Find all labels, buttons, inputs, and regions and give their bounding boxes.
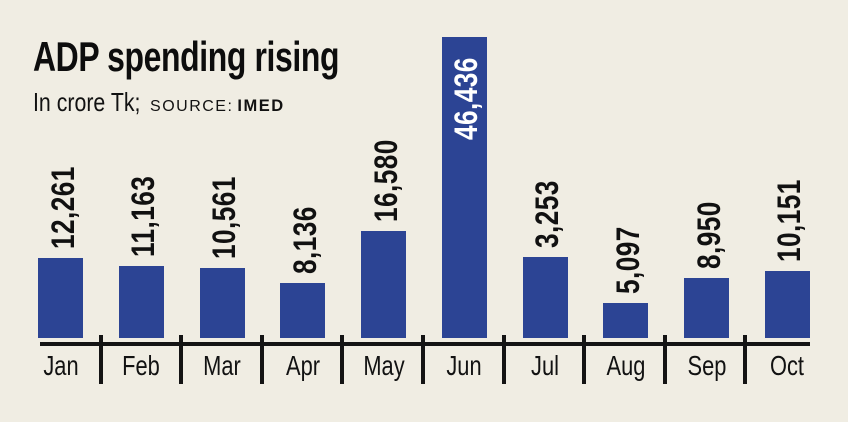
month-label-may: May [362,350,405,381]
bar-apr [280,283,326,338]
unit-label: In crore Tk; [33,87,141,117]
axis-tick [98,335,103,384]
bar-jul [522,257,568,338]
bar-may [361,231,406,338]
axis-tick [582,335,587,384]
x-axis-line [40,342,810,346]
bar-oct [764,271,810,338]
bar-value-label-mar: 10,561 [206,176,242,259]
axis-tick [662,335,667,384]
month-label-apr: Apr [285,350,320,381]
axis-tick [259,335,264,384]
month-label-mar: Mar [203,350,241,381]
axis-tick [743,335,748,384]
bar-value-label-jul: 3,253 [529,180,565,248]
month-label-jun: Jun [446,350,482,381]
bar-feb [118,266,164,338]
chart-subtitle: In crore Tk; SOURCE: IMED [33,89,285,116]
bar-value-label-aug: 5,097 [609,226,646,294]
bar-value-label-sep: 8,950 [690,201,727,269]
month-label-jul: Jul [531,350,559,381]
bar-value-label-may: 16,580 [367,139,404,222]
axis-tick [501,335,506,384]
month-label-oct: Oct [770,350,805,381]
bar-aug [603,303,649,338]
source-label: SOURCE: [150,98,234,115]
bar-jun [441,37,487,338]
month-label-sep: Sep [687,350,726,381]
bar-sep [684,278,729,338]
bar-value-label-feb: 11,163 [125,175,162,257]
page-title: ADP spending rising [33,33,340,80]
source-value: IMED [237,97,285,115]
bar-mar [199,268,245,338]
axis-tick [179,335,184,384]
bar-value-label-jan: 12,261 [44,166,81,249]
month-label-feb: Feb [122,350,161,381]
month-label-jan: Jan [42,350,79,381]
axis-tick [340,335,345,384]
bar-value-label-apr: 8,136 [286,206,323,274]
month-label-aug: Aug [606,350,646,381]
bar-value-label-oct: 10,151 [771,179,808,262]
bar-value-label-jun: 46,436 [448,57,485,140]
axis-tick [420,335,425,384]
bar-jan [38,258,83,338]
